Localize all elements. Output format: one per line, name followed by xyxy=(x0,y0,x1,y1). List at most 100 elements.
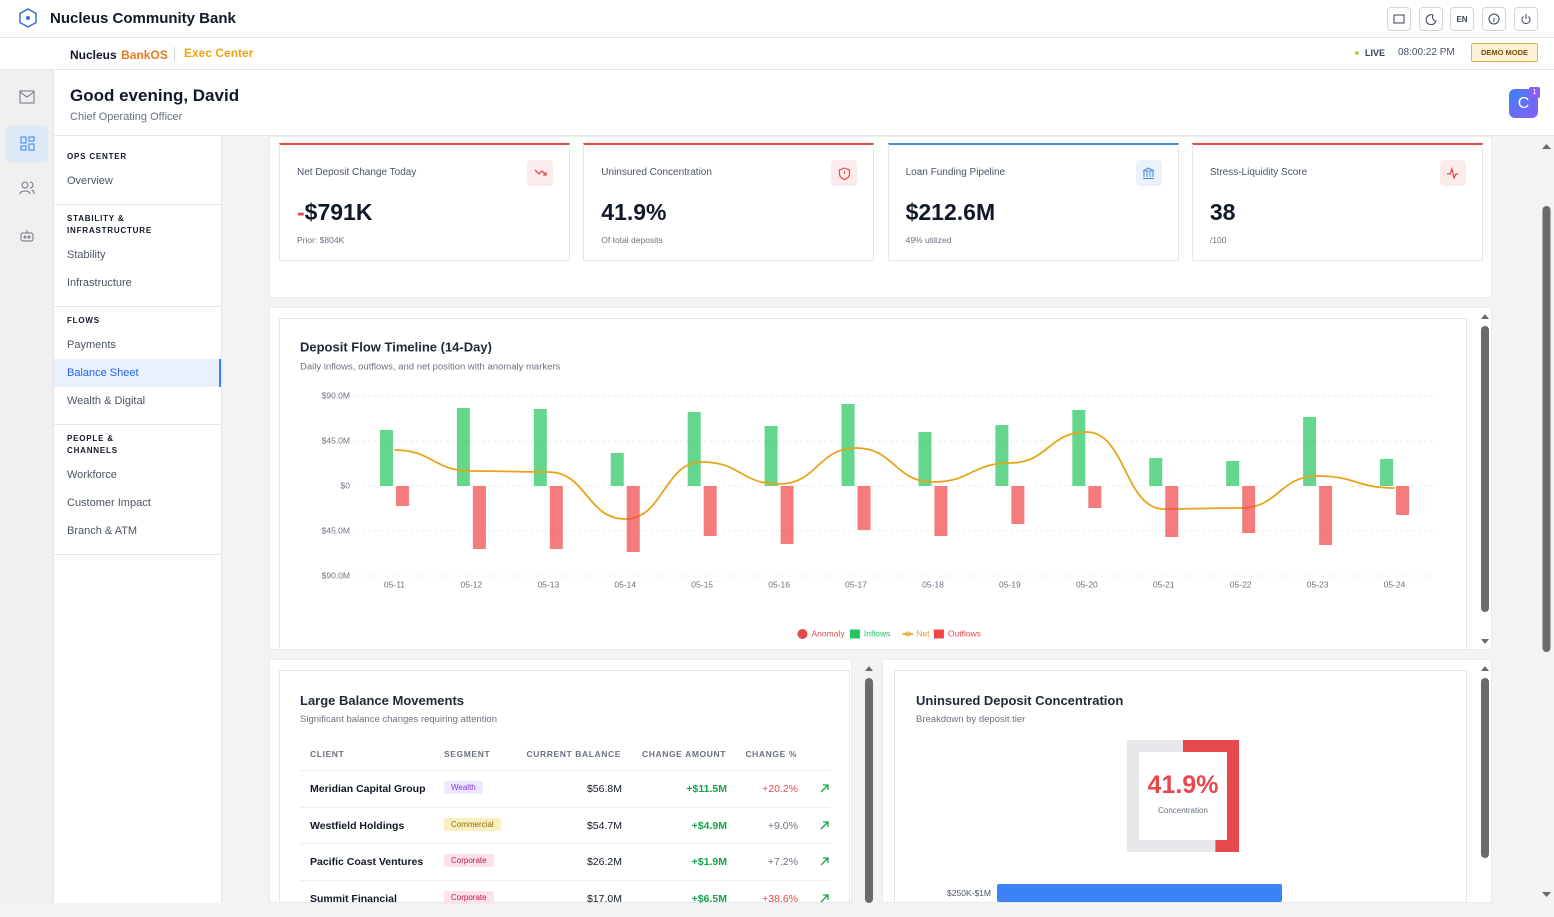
mail-icon[interactable] xyxy=(19,90,35,104)
table-row[interactable]: Pacific Coast Ventures Corporate $26.2M +$1… xyxy=(300,843,830,880)
info-button[interactable] xyxy=(1482,7,1506,31)
clock: 08:00:22 PM xyxy=(1398,47,1455,58)
movements-card: Large Balance Movements Significant bala… xyxy=(279,670,850,905)
kpi-title: Loan Funding Pipeline xyxy=(905,167,1006,178)
x-tick-label: 05-22 xyxy=(1230,579,1252,589)
change-amount: +$11.5M xyxy=(686,783,727,795)
deposit-chart: Deposit Flow Timeline (14-Day) Daily inf… xyxy=(279,318,1467,650)
kpi-icon xyxy=(527,160,553,186)
nav-item[interactable]: Stability xyxy=(67,249,106,261)
icon xyxy=(534,169,547,176)
power-button[interactable] xyxy=(1514,7,1538,31)
brand: Nucleus Community Bank xyxy=(50,10,236,27)
bar xyxy=(918,432,932,486)
kpi-card: Stress-Liquidity Score 38/100 xyxy=(1191,143,1483,261)
nav-item[interactable]: Payments xyxy=(67,339,116,351)
nav-item[interactable]: Workforce xyxy=(67,469,117,481)
legend-item: Inflows xyxy=(849,628,890,639)
scrollbar[interactable] xyxy=(1480,663,1490,903)
bar xyxy=(1072,410,1086,486)
segment-badge: Wealth xyxy=(444,781,483,794)
dashboard-icon[interactable] xyxy=(20,136,35,151)
bar xyxy=(780,486,794,544)
active-rail-item[interactable] xyxy=(6,126,48,162)
y-tick-label: $90.0M xyxy=(322,390,350,400)
x-tick-label: 05-12 xyxy=(461,579,483,589)
bot-icon[interactable] xyxy=(20,229,34,242)
language-button[interactable]: EN xyxy=(1450,7,1474,31)
legend-marker xyxy=(933,629,944,639)
y-tick-label: $45.0M xyxy=(322,435,350,445)
kpi-value-row: 38 xyxy=(1210,199,1236,226)
section: Exec Center xyxy=(184,46,254,60)
top-bar: Nucleus Community Bank EN xyxy=(0,0,1554,38)
bar xyxy=(610,453,624,486)
nav-item[interactable]: Balance Sheet xyxy=(54,359,221,387)
arrow xyxy=(820,857,829,866)
nav-group: OPS CENTER Overview xyxy=(54,143,221,205)
kpi-card: Loan Funding Pipeline $212.6M 49% utilized xyxy=(887,143,1179,261)
gauge-arc xyxy=(1127,740,1239,852)
table-row[interactable]: Westfield Holdings Commercial $54.7M +$4.9M… xyxy=(300,806,830,844)
table-row[interactable]: Summit Financial Corporate $17.0M +$6.5M +38… xyxy=(300,879,830,917)
bar xyxy=(1226,461,1240,486)
people-icon[interactable] xyxy=(19,181,35,195)
arrow xyxy=(820,820,829,829)
icon-button[interactable] xyxy=(1387,7,1411,31)
kpi-sign: - xyxy=(297,199,305,225)
x-tick-label: 05-16 xyxy=(768,579,790,589)
column-header: CLIENT xyxy=(310,749,345,759)
role: Chief Operating Officer xyxy=(70,111,183,123)
x-tick-label: 05-13 xyxy=(537,579,559,589)
nav-item[interactable]: Customer Impact xyxy=(67,497,151,509)
page-scrollbar[interactable] xyxy=(1541,140,1552,903)
bar xyxy=(395,486,409,506)
bar xyxy=(687,412,701,486)
balance: $17.0M xyxy=(586,892,622,905)
icon xyxy=(1447,166,1459,180)
icon xyxy=(838,166,850,180)
kpi-icon xyxy=(1439,160,1466,186)
bar xyxy=(1380,459,1394,486)
bar xyxy=(1149,458,1163,486)
trend-icon xyxy=(820,893,829,906)
change-amount: +$1.9M xyxy=(691,856,727,868)
table-row[interactable]: Meridian Capital Group Wealth $56.8M +$11.5… xyxy=(300,770,830,807)
nav-item[interactable]: Wealth & Digital xyxy=(67,395,146,407)
trend-icon xyxy=(820,820,829,833)
line xyxy=(394,431,1395,520)
kpi-icon xyxy=(831,160,858,186)
x-tick-label: 05-14 xyxy=(614,579,636,589)
legend-label: Inflows xyxy=(864,628,890,638)
assistant-badge: 1 xyxy=(1529,87,1540,98)
nav-item[interactable]: Branch & ATM xyxy=(67,525,138,537)
segment-badge: Corporate xyxy=(444,890,494,904)
change-percent: +20.2% xyxy=(762,783,798,795)
theme-button[interactable] xyxy=(1419,7,1443,31)
bar xyxy=(934,486,948,536)
legend-label: Outflows xyxy=(948,628,981,638)
balance: $26.2M xyxy=(586,856,622,868)
column-header: CHANGE AMOUNT xyxy=(642,749,726,759)
bar xyxy=(472,486,486,549)
client: Pacific Coast Ventures xyxy=(310,856,424,868)
product-name: Nucleus xyxy=(70,48,117,62)
change-amount: +$6.5M xyxy=(691,892,727,905)
bar xyxy=(1242,486,1256,533)
kpi-icon xyxy=(1135,160,1162,186)
scrollbar[interactable] xyxy=(864,663,874,903)
side-nav: OPS CENTER Overview STABILITY & INFRASTRUC… xyxy=(54,136,222,903)
column-header: SEGMENT xyxy=(444,749,491,759)
change-percent: +9.0% xyxy=(767,819,798,832)
x-tick-label: 05-21 xyxy=(1153,579,1175,589)
logo xyxy=(19,8,37,28)
concentration-title: Uninsured Deposit Concentration xyxy=(916,693,1124,708)
icon-rail xyxy=(0,70,54,903)
nav-item[interactable]: Overview xyxy=(67,175,113,187)
scrollbar[interactable] xyxy=(1480,312,1490,648)
nav-item[interactable]: Infrastructure xyxy=(67,277,132,289)
bar xyxy=(764,426,778,486)
nav-group: FLOWS Payments Balance Sheet Wealth & Digit… xyxy=(54,307,221,425)
y-tick-label: $0 xyxy=(341,480,351,490)
kpi-note: Of total deposits xyxy=(601,235,663,245)
